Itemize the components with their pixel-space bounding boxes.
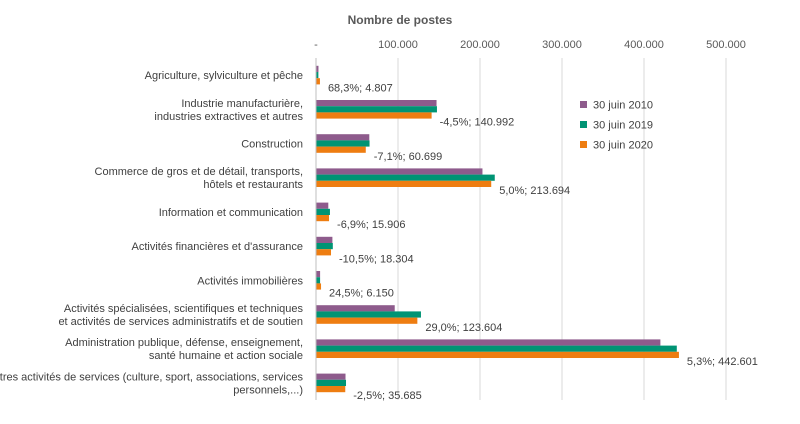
bar-30-juin-2010 [316,100,437,107]
legend-swatch [580,141,587,148]
x-axis-title: Nombre de postes [348,13,453,27]
bar-30-juin-2020 [316,180,492,187]
bar-30-juin-2020 [316,351,679,358]
category-label: Autres activités de services (culture, s… [0,371,303,383]
bar-30-juin-2019 [316,174,495,181]
data-label: 29,0%; 123.604 [425,322,502,334]
bar-30-juin-2019 [316,379,347,386]
bar-30-juin-2019 [316,208,330,215]
data-label: 5,3%; 442.601 [687,356,758,368]
bar-30-juin-2010 [316,236,333,243]
x-tick-label: 400.000 [624,39,664,51]
legend-swatch [580,101,587,108]
x-tick-label: 300.000 [542,39,582,51]
category-labels: Agriculture, sylviculture et pêche Indust… [0,70,303,396]
bar-30-juin-2020 [316,317,418,324]
category-label: Industrie manufacturière, [181,98,303,110]
category-label: hôtels et restaurants [203,179,303,191]
category-label: et activités de services administratifs … [58,316,303,328]
bar-30-juin-2019 [316,106,437,113]
legend-label: 30 juin 2020 [593,140,653,152]
x-tick-label: - [314,39,318,51]
data-label: -6,9%; 15.906 [337,219,406,231]
category-label: industries extractives et autres [154,111,303,123]
bar-30-juin-2019 [316,243,333,250]
bar-30-juin-2010 [316,305,395,312]
bar-30-juin-2020 [316,146,366,153]
bars [316,65,679,393]
legend: 30 juin 2010 30 juin 2019 30 juin 2020 [580,100,653,152]
legend-label: 30 juin 2019 [593,120,653,132]
data-labels: 68,3%; 4.807 -4,5%; 140.992 -7,1%; 60.699 5… [328,82,758,402]
category-label: Agriculture, sylviculture et pêche [145,70,303,82]
bar-30-juin-2010 [316,339,661,346]
category-label: Information et communication [159,207,303,219]
x-tick-label: 500.000 [706,39,746,51]
x-tick-label: 200.000 [460,39,500,51]
data-label: -4,5%; 140.992 [440,117,515,129]
bar-30-juin-2010 [316,168,483,175]
bar-30-juin-2010 [316,134,370,141]
bar-30-juin-2020 [316,78,320,85]
data-label: -2,5%; 35.685 [353,390,422,402]
bar-30-juin-2010 [316,271,321,278]
category-label: personnels,...) [233,384,303,396]
legend-swatch [580,121,587,128]
x-tick-label: 100.000 [378,39,418,51]
category-label: santé humaine et action sociale [149,350,303,362]
x-axis-ticks: - 100.000 200.000 300.000 400.000 500.000 [314,39,746,51]
bar-30-juin-2019 [316,277,321,284]
category-label: Commerce de gros et de détail, transport… [95,166,303,178]
bar-30-juin-2010 [316,65,319,72]
data-label: 68,3%; 4.807 [328,82,393,94]
bar-30-juin-2020 [316,283,322,290]
category-label: Construction [241,139,303,151]
bar-30-juin-2020 [316,112,432,119]
bar-30-juin-2019 [316,345,677,352]
bar-30-juin-2019 [316,72,319,79]
data-label: 24,5%; 6.150 [329,288,394,300]
data-label: -7,1%; 60.699 [374,151,443,163]
bar-30-juin-2010 [316,202,329,209]
data-label: -10,5%; 18.304 [339,253,414,265]
bar-30-juin-2019 [316,140,370,147]
bar-30-juin-2020 [316,249,332,256]
data-label: 5,0%; 213.694 [499,185,570,197]
legend-label: 30 juin 2010 [593,100,653,112]
category-label: Activités financières et d'assurance [132,241,303,253]
bar-30-juin-2020 [316,215,330,222]
category-label: Activités immobilières [197,275,303,287]
category-label: Activités spécialisées, scientifiques et… [64,303,304,315]
bar-30-juin-2010 [316,373,346,380]
bar-30-juin-2019 [316,311,421,318]
category-label: Administration publique, défense, enseig… [65,337,303,349]
bar-30-juin-2020 [316,386,346,393]
